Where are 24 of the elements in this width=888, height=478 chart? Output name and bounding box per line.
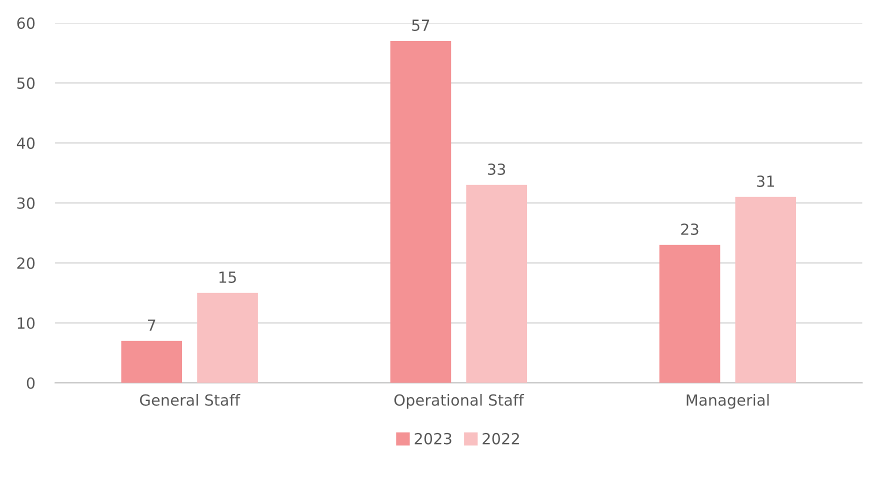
data-label: 33 bbox=[488, 163, 506, 176]
data-label: 7 bbox=[148, 320, 156, 331]
y-tick-label: 0 bbox=[26, 377, 35, 389]
bar bbox=[121, 340, 182, 383]
y-tick-label: 30 bbox=[17, 197, 35, 209]
bar bbox=[466, 184, 527, 383]
bar bbox=[659, 244, 720, 383]
y-tick-label: 10 bbox=[18, 317, 35, 329]
y-tick-label: 60 bbox=[17, 17, 35, 29]
bar bbox=[390, 40, 452, 383]
data-label: 23 bbox=[681, 223, 698, 235]
data-label: 15 bbox=[219, 272, 236, 283]
legend-label: 2022 bbox=[482, 432, 519, 444]
y-tick-label: 20 bbox=[17, 257, 35, 269]
bar bbox=[735, 196, 796, 383]
y-tick-label: 50 bbox=[17, 77, 35, 89]
y-tick-label: 40 bbox=[16, 137, 35, 149]
bar bbox=[197, 292, 258, 383]
x-tick-label: Managerial bbox=[686, 394, 769, 409]
x-tick-label: Operational Staff bbox=[394, 394, 524, 409]
x-tick-label: General Staff bbox=[140, 394, 240, 406]
legend-label: 2023 bbox=[414, 432, 452, 444]
data-label: 31 bbox=[757, 175, 774, 188]
data-label: 57 bbox=[412, 20, 430, 32]
